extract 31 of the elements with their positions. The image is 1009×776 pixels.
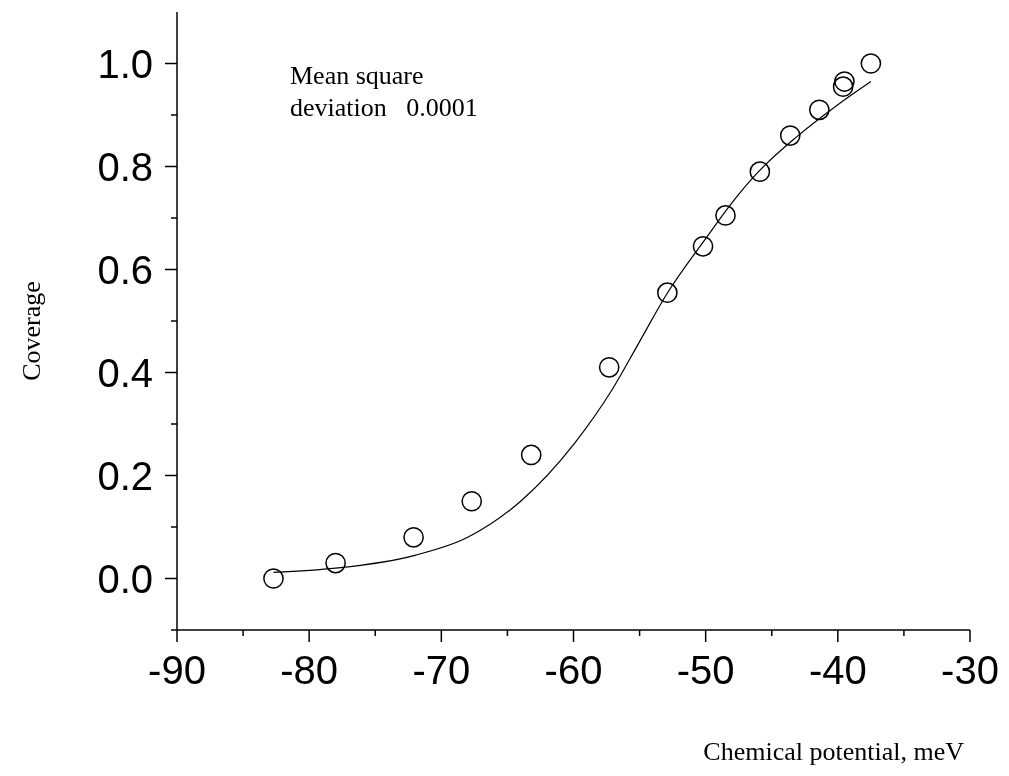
point bbox=[325, 552, 346, 574]
x-tick-label: -90 bbox=[148, 648, 206, 692]
x-tick-label: -70 bbox=[412, 648, 471, 692]
point bbox=[656, 282, 678, 304]
y-tick-label: 0.4 bbox=[97, 350, 153, 395]
point bbox=[263, 568, 284, 589]
x-axis-title: Chemical potential, meV bbox=[703, 737, 965, 766]
annotation: Mean square deviation 0.0001 bbox=[290, 61, 478, 122]
x-tick-label: -30 bbox=[941, 648, 999, 692]
point bbox=[834, 71, 855, 92]
point bbox=[808, 99, 830, 121]
point bbox=[403, 526, 424, 548]
x-tick-label: -50 bbox=[676, 648, 735, 692]
point bbox=[461, 490, 483, 512]
y-tick-label: 0.0 bbox=[97, 556, 153, 601]
point bbox=[520, 444, 542, 466]
x-tick-label: -80 bbox=[280, 648, 339, 692]
y-tick-label: 1.0 bbox=[97, 41, 153, 86]
point bbox=[598, 357, 620, 378]
point bbox=[832, 76, 854, 98]
x-tick-label: -60 bbox=[544, 648, 603, 692]
y-tick-label: 0.6 bbox=[97, 247, 153, 292]
x-tick-label: -40 bbox=[808, 648, 867, 692]
point bbox=[749, 161, 771, 182]
point bbox=[692, 235, 714, 257]
point bbox=[779, 125, 801, 146]
y-tick-label: 0.2 bbox=[97, 453, 153, 498]
y-tick-label: 0.8 bbox=[97, 144, 153, 189]
point bbox=[715, 205, 736, 226]
y-axis-title: Coverage bbox=[17, 281, 46, 381]
point bbox=[860, 53, 882, 74]
